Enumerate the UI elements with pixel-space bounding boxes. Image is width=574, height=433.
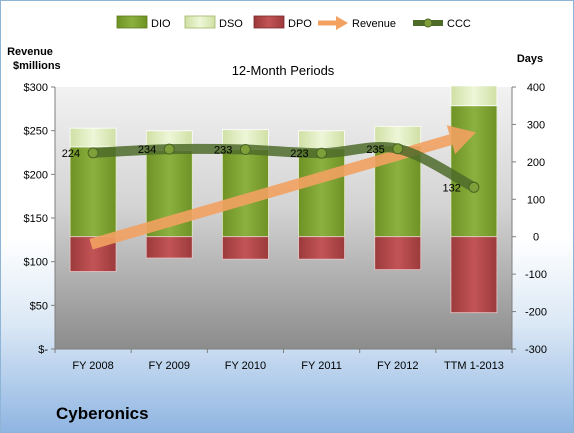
right-tick-label: 100 bbox=[527, 194, 545, 206]
legend: DIO DSO DPO Revenue CCC bbox=[116, 15, 471, 30]
right-tick-label: 300 bbox=[527, 119, 545, 131]
ccc-data-label: 235 bbox=[366, 144, 384, 156]
left-tick-label: $200 bbox=[24, 169, 48, 181]
chart-title: 12-Month Periods bbox=[232, 63, 335, 78]
x-tick-label: TTM 1-2013 bbox=[444, 360, 504, 372]
right-tick-label: -300 bbox=[525, 344, 547, 356]
ccc-point bbox=[87, 147, 99, 159]
legend-label: Revenue bbox=[352, 18, 396, 30]
bar-dpo bbox=[145, 236, 193, 259]
right-tick-label: -100 bbox=[525, 269, 547, 281]
legend-label: DSO bbox=[219, 18, 243, 30]
legend-swatch-revenue-head bbox=[336, 16, 348, 30]
right-tick-label: 400 bbox=[527, 82, 545, 94]
company-name: Cyberonics bbox=[56, 404, 149, 423]
right-tick-label: 0 bbox=[533, 232, 539, 244]
ccc-data-label: 234 bbox=[138, 144, 156, 156]
ccc-data-label: 223 bbox=[290, 148, 308, 160]
plot-area bbox=[55, 87, 512, 349]
bar-dso bbox=[450, 85, 498, 107]
series-lines: 224 234 233 223 235 132 bbox=[62, 125, 480, 250]
bar-dso bbox=[69, 127, 117, 148]
x-tick-label: FY 2008 bbox=[72, 360, 113, 372]
bar-dpo bbox=[374, 236, 422, 271]
legend-label: DIO bbox=[151, 18, 171, 30]
left-tick-label: $- bbox=[38, 344, 48, 356]
axes: $- $50 $100 $150 $200 $250 $300 -300 -200 -100 0 10… bbox=[24, 82, 548, 372]
bar-dso bbox=[298, 130, 345, 150]
right-tick-label: 200 bbox=[527, 157, 545, 169]
x-tick-label: FY 2011 bbox=[301, 360, 342, 372]
ccc-data-label: 224 bbox=[62, 148, 80, 160]
x-tick-label: FY 2010 bbox=[225, 360, 266, 372]
bar-dio bbox=[450, 105, 498, 238]
ccc-point bbox=[239, 144, 251, 156]
revenue-arrow bbox=[89, 125, 476, 250]
legend-swatch-ccc-marker bbox=[423, 18, 433, 28]
left-axis-label-line2: $millions bbox=[13, 60, 61, 72]
left-tick-label: $150 bbox=[24, 213, 48, 225]
bar-dpo bbox=[222, 236, 269, 260]
bar-dpo bbox=[450, 236, 498, 314]
left-tick-label: $300 bbox=[24, 82, 48, 94]
ccc-point bbox=[392, 143, 404, 155]
legend-swatch-dpo bbox=[253, 15, 285, 29]
legend-swatch-dio bbox=[116, 15, 148, 29]
left-axis-label-line1: Revenue bbox=[7, 46, 53, 58]
left-tick-label: $50 bbox=[30, 300, 48, 312]
x-tick-label: FY 2009 bbox=[149, 360, 190, 372]
bar-dpo bbox=[298, 236, 345, 260]
ccc-point bbox=[468, 181, 480, 193]
left-tick-label: $100 bbox=[24, 257, 48, 269]
ccc-data-label: 132 bbox=[443, 182, 461, 194]
left-tick-label: $250 bbox=[24, 126, 48, 138]
ccc-point bbox=[316, 147, 328, 159]
ccc-point bbox=[163, 143, 175, 155]
right-tick-label: -200 bbox=[525, 307, 547, 319]
legend-label: CCC bbox=[447, 18, 471, 30]
legend-swatch-dso bbox=[184, 15, 216, 29]
right-axis-label: Days bbox=[517, 53, 543, 65]
legend-label: DPO bbox=[288, 18, 312, 30]
ccc-line bbox=[88, 142, 479, 193]
bar-dio bbox=[69, 146, 117, 238]
ccc-data-label: 233 bbox=[214, 145, 232, 157]
bars bbox=[69, 85, 498, 314]
x-tick-label: FY 2012 bbox=[377, 360, 418, 372]
bar-dio bbox=[298, 148, 345, 238]
